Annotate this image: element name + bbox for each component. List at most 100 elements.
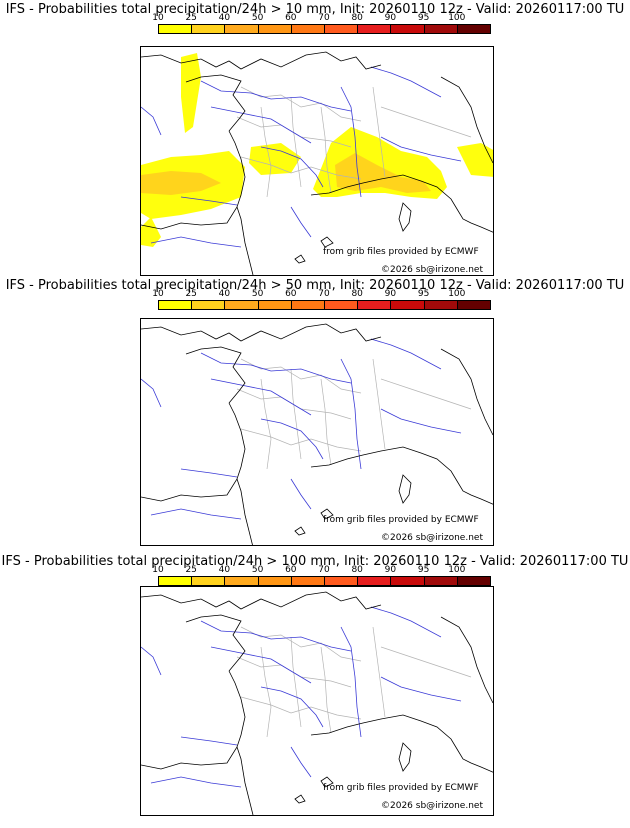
map-panel-10mm: IFS - Probabilities total precipitation/…	[0, 0, 630, 276]
scale-tick-label: 60	[285, 289, 297, 299]
scale-color-cell	[257, 576, 292, 586]
scale-tick-label: 50	[251, 13, 264, 23]
precip-area-italy	[457, 143, 493, 177]
map-drawing	[141, 51, 493, 275]
scale-tick-label: 90	[384, 289, 397, 299]
admin-border-line	[240, 626, 362, 662]
coastline	[320, 236, 334, 248]
map-panel-100mm: IFS - Probabilities total precipitation/…	[0, 552, 630, 828]
river-line	[370, 606, 442, 638]
coastline	[141, 670, 246, 770]
precipitation-map: from grib files provided by ECMWF ©2026 …	[140, 318, 494, 546]
scale-color-cell	[390, 300, 425, 310]
scale-tick-label: 80	[351, 289, 363, 299]
river-line	[141, 646, 162, 676]
panel-title: IFS - Probabilities total precipitation/…	[5, 278, 625, 293]
coastline	[310, 174, 493, 233]
credit-source: from grib files provided by ECMWF	[323, 515, 479, 525]
scale-tick-label: 40	[218, 565, 231, 575]
coastline	[141, 402, 246, 502]
admin-border-line	[372, 626, 386, 718]
scale-tick-label: 95	[417, 289, 430, 299]
admin-border-line	[260, 646, 272, 738]
coastline	[440, 76, 493, 164]
admin-border-line	[240, 696, 362, 720]
scale-tick-label: 60	[285, 565, 297, 575]
scale-color-cell	[324, 300, 359, 310]
river-line	[370, 338, 442, 370]
scale-tick-label: 25	[185, 289, 197, 299]
river-line	[150, 776, 242, 788]
scale-color-cell	[324, 576, 359, 586]
coastline	[141, 591, 382, 610]
river-line	[260, 146, 324, 188]
admin-border-line	[372, 358, 386, 450]
scale-tick-label: 10	[152, 289, 164, 299]
scale-tick-label: 70	[318, 289, 330, 299]
coastline	[141, 323, 382, 342]
scale-color-cell	[290, 300, 325, 310]
coastline	[236, 478, 253, 545]
probability-scale: 10 25 40 50 60 70 80 90 95 100	[152, 13, 491, 34]
scale-tick-label: 70	[318, 565, 330, 575]
river-line	[150, 236, 242, 248]
river-line	[210, 646, 312, 684]
scale-color-cell	[191, 24, 226, 34]
coastline	[294, 794, 306, 804]
scale-color-cell	[456, 24, 491, 34]
precip-area-pyrenees-core	[141, 171, 221, 195]
scale-tick-label: 50	[251, 289, 264, 299]
map-panel-50mm: IFS - Probabilities total precipitation/…	[0, 276, 630, 552]
scale-color-cell	[423, 576, 458, 586]
scale-tick-label: 100	[448, 565, 466, 575]
admin-border-line	[240, 428, 362, 452]
admin-border-line	[260, 378, 272, 470]
scale-tick-label: 100	[448, 289, 466, 299]
scale-color-cell	[390, 24, 425, 34]
admin-border-line	[240, 358, 362, 394]
admin-border-line	[240, 86, 362, 122]
river-line	[290, 478, 312, 510]
scale-tick-label: 90	[384, 565, 397, 575]
scale-color-cell	[290, 24, 325, 34]
river-line	[141, 378, 162, 408]
scale-color-cell	[224, 300, 259, 310]
panel-title: IFS - Probabilities total precipitation/…	[5, 2, 625, 17]
admin-border-line	[290, 96, 302, 188]
credit-copyright: ©2026 sb@irizone.net	[381, 265, 483, 275]
precip-area-spain-west	[141, 217, 161, 247]
precip-area-massif	[249, 143, 301, 175]
river-line	[200, 80, 352, 112]
scale-color-cell	[257, 24, 292, 34]
river-line	[210, 378, 312, 416]
river-line	[180, 736, 238, 746]
coastline	[185, 346, 246, 404]
coastline	[236, 206, 254, 275]
coastline	[320, 508, 334, 520]
admin-border-line	[290, 368, 302, 460]
admin-border-line	[260, 106, 272, 198]
coastline	[310, 446, 493, 505]
coastline	[185, 74, 246, 132]
scale-tick-label: 40	[218, 13, 231, 23]
scale-tick-label: 40	[218, 289, 231, 299]
coastline	[398, 474, 412, 504]
river-line	[210, 106, 312, 144]
credit-copyright: ©2026 sb@irizone.net	[381, 533, 483, 543]
scale-color-cell	[324, 24, 359, 34]
precipitation-map: from grib files provided by ECMWF ©2026 …	[140, 586, 494, 816]
coastline	[398, 742, 412, 772]
river-line	[141, 106, 162, 136]
admin-border-line	[372, 86, 386, 178]
coastline	[141, 51, 382, 70]
scale-color-cell	[257, 300, 292, 310]
scale-tick-label: 60	[285, 13, 297, 23]
scale-tick-label: 25	[185, 565, 197, 575]
scale-tick-label: 100	[448, 13, 466, 23]
scale-color-cell	[290, 576, 325, 586]
admin-border-line	[320, 646, 332, 734]
scale-color-cell	[456, 300, 491, 310]
coastline	[440, 616, 493, 704]
coastline	[310, 714, 493, 773]
coastline	[294, 526, 306, 536]
